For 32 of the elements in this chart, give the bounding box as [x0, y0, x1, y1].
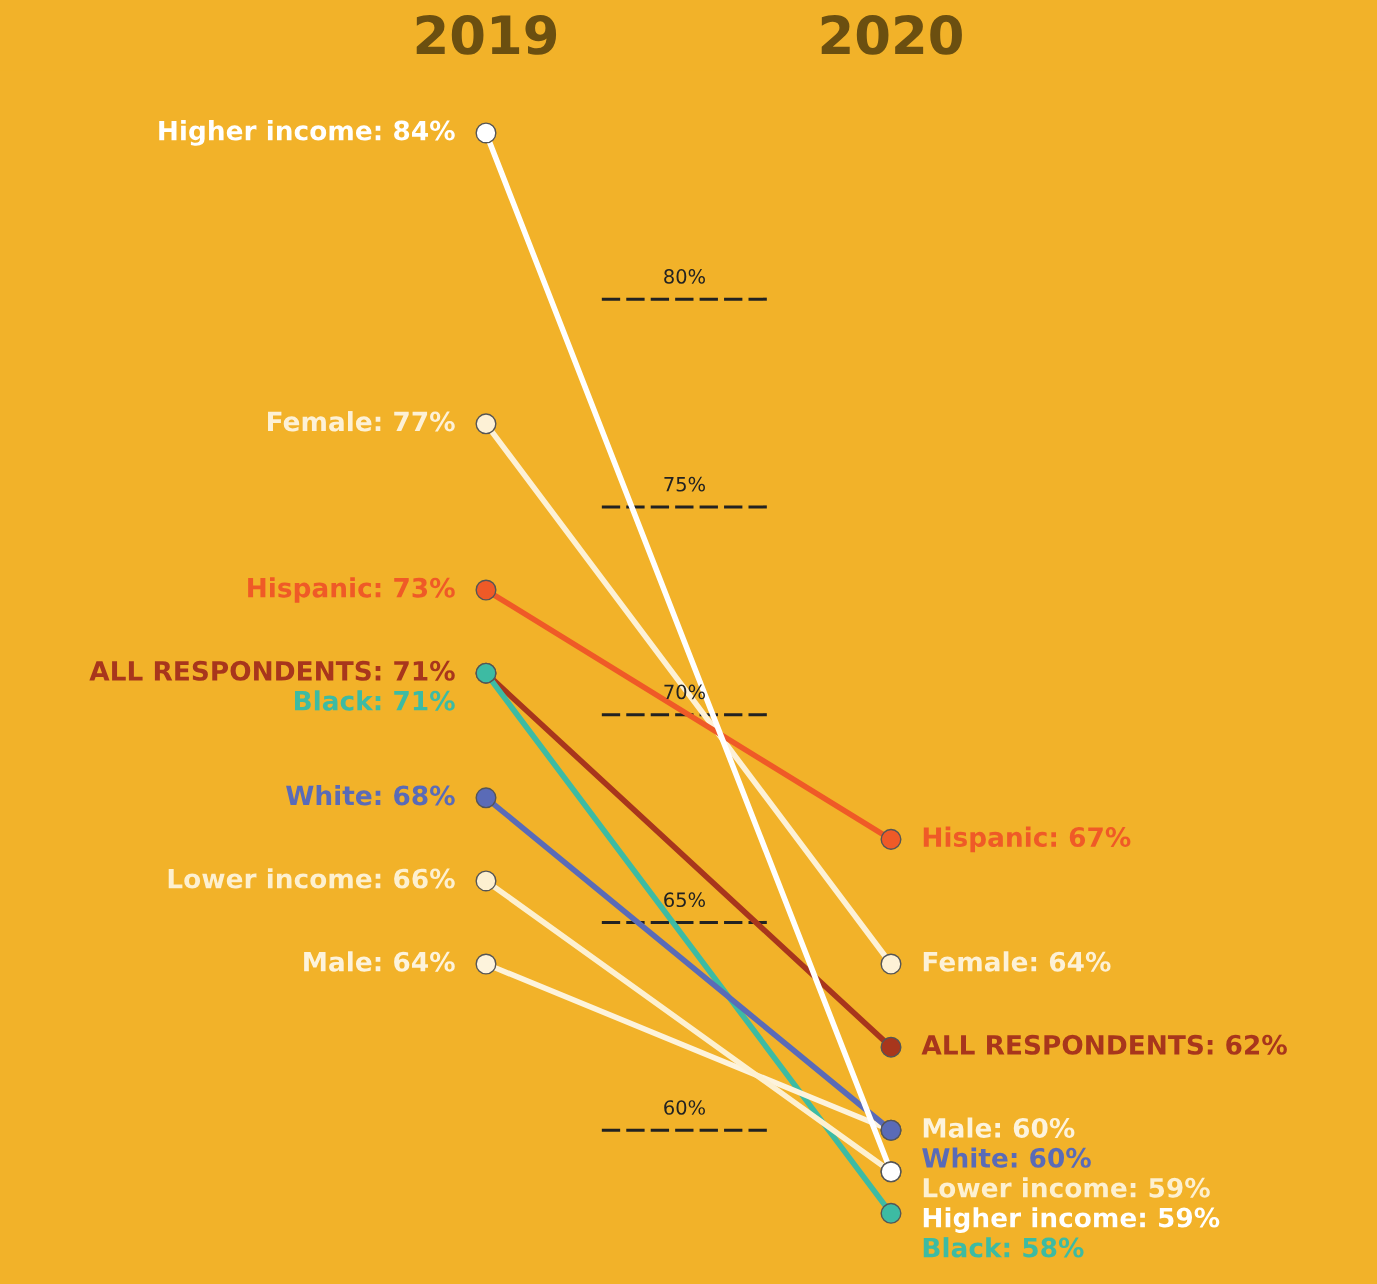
data-label: ALL RESPONDENTS: 71%: [89, 660, 455, 681]
data-label: Black: 71%: [294, 690, 455, 711]
point: [475, 787, 497, 809]
data-label: White: 60%: [922, 1147, 1091, 1168]
point: [880, 1202, 902, 1224]
data-label: Hispanic: 67%: [923, 826, 1131, 853]
data-label: Higher income: 84%: [159, 120, 455, 146]
point: [475, 579, 497, 601]
ref-line-label: 80%: [664, 269, 705, 284]
point: [475, 953, 497, 975]
data-label: White: 68%: [286, 785, 455, 806]
data-label: Lower income: 66%: [168, 868, 455, 889]
data-label: Lower income: 59%: [923, 1177, 1210, 1198]
x-tick-label: 2019: [416, 14, 557, 55]
point: [475, 870, 497, 892]
data-label: Hispanic: 73%: [248, 577, 455, 603]
point: [880, 828, 902, 850]
point: [475, 413, 497, 435]
data-label: Black: 58%: [923, 1237, 1084, 1258]
data-label: Female: 64%: [923, 951, 1111, 972]
x-tick-label: 2020: [821, 14, 962, 55]
ref-line-label: 60%: [664, 1100, 705, 1115]
data-label: Male: 60%: [923, 1117, 1075, 1138]
point: [475, 122, 497, 144]
data-label: Higher income: 59%: [923, 1207, 1220, 1233]
ref-line-label: 65%: [664, 892, 705, 908]
data-label: ALL RESPONDENTS: 62%: [921, 1034, 1287, 1055]
point: [880, 953, 902, 975]
data-label: Male: 64%: [304, 951, 455, 972]
data-label: Female: 77%: [268, 411, 455, 432]
ref-line-label: 75%: [664, 476, 705, 492]
point: [880, 1036, 902, 1058]
